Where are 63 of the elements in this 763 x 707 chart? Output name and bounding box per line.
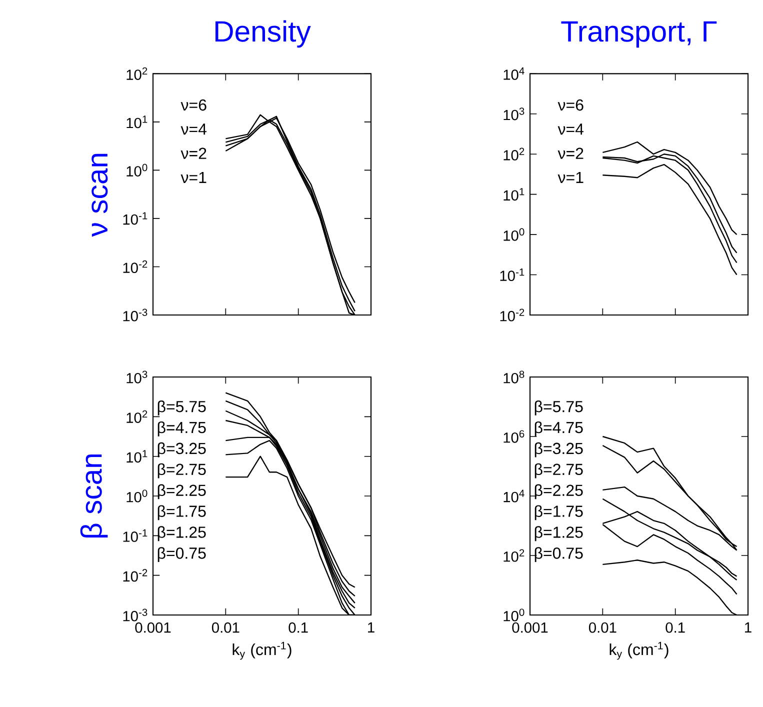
y-tick-label: 10$^{8}$ <box>504 370 524 384</box>
y-tick-label: 10$^{-2}$ <box>123 260 148 274</box>
annotation: β=0.75 <box>534 547 583 562</box>
y-tick-label: 10$^{-1}$ <box>123 212 148 225</box>
y-tick-label: 10$^{2}$ <box>504 148 524 160</box>
y-tick-label: 10$^{-2}$ <box>500 308 524 322</box>
annotation: β=1.25 <box>534 526 583 542</box>
annotation: β=5.75 <box>534 400 583 416</box>
annotation: β=4.75 <box>534 421 583 436</box>
y-tick-label: 10$^{0}$ <box>126 164 148 177</box>
y-tick-label: 10$^{0}$ <box>504 608 524 622</box>
y-tick-label: 10$^{4}$ <box>504 67 524 80</box>
annotation: ν=6 <box>180 99 206 111</box>
annotation: β=1.75 <box>158 505 206 520</box>
x-tick-label: 0.1 <box>288 622 308 633</box>
y-tick-label: 10$^{-3}$ <box>123 608 148 622</box>
y-tick-label: 10$^{-1}$ <box>123 529 148 542</box>
x-axis-title: k$_{y}$ (cm$^{-1}$) <box>610 642 668 660</box>
annotation: ν=6 <box>558 99 584 111</box>
annotation: β=2.75 <box>534 463 583 478</box>
y-tick-label: 10$^{1}$ <box>126 116 148 128</box>
annotation: β=3.25 <box>534 442 583 458</box>
x-axis-title: k$_{y}$ (cm$^{-1}$) <box>232 642 292 660</box>
chart-title: Density <box>216 20 311 48</box>
annotation: ν=2 <box>558 148 584 159</box>
y-tick-label: 10$^{2}$ <box>504 549 524 562</box>
y-tick-label: 10$^{1}$ <box>504 188 524 201</box>
x-tick-label: 0.001 <box>135 622 171 633</box>
annotation: β=0.75 <box>158 547 206 562</box>
annotation: β=2.25 <box>534 484 583 500</box>
x-tick-label: 0.1 <box>666 622 685 633</box>
annotation: β=3.25 <box>158 442 206 458</box>
annotation: β=1.25 <box>158 526 206 542</box>
y-tick-label: 10$^{3}$ <box>126 370 148 384</box>
y-tick-label: 10$^{1}$ <box>126 450 148 463</box>
y-tick-label: 10$^{6}$ <box>504 430 524 443</box>
y-tick-label: 10$^{-2}$ <box>123 569 148 582</box>
x-tick-label: 0.01 <box>212 622 240 633</box>
annotation: β=5.75 <box>158 400 206 416</box>
y-axis-title: β scan <box>80 454 108 538</box>
y-axis-title: ν scan <box>92 154 108 237</box>
y-tick-label: 10$^{0}$ <box>126 490 148 502</box>
y-tick-label: 10$^{2}$ <box>126 410 148 423</box>
annotation: ν=2 <box>180 148 206 159</box>
annotation: β=1.75 <box>534 505 583 520</box>
annotation: ν=4 <box>180 124 207 135</box>
y-tick-label: 10$^{0}$ <box>504 228 524 241</box>
annotation: β=4.75 <box>158 421 206 436</box>
y-tick-label: 10$^{4}$ <box>504 490 524 502</box>
x-tick-label: 1 <box>368 622 374 632</box>
x-tick-label: 0.001 <box>512 622 548 633</box>
y-tick-label: 10$^{2}$ <box>126 67 148 80</box>
chart-title: Transport, Γ <box>561 21 717 48</box>
annotation: ν=4 <box>558 124 584 135</box>
annotation: β=2.75 <box>158 463 206 478</box>
y-tick-label: 10$^{-3}$ <box>123 308 148 322</box>
annotation: ν=1 <box>558 172 584 183</box>
annotation: ν=1 <box>180 172 206 183</box>
y-tick-label: 10$^{-1}$ <box>500 268 524 282</box>
x-tick-label: 0.01 <box>588 622 616 633</box>
y-tick-label: 10$^{3}$ <box>504 108 524 120</box>
annotation: β=2.25 <box>158 484 206 500</box>
x-tick-label: 1 <box>745 622 752 632</box>
